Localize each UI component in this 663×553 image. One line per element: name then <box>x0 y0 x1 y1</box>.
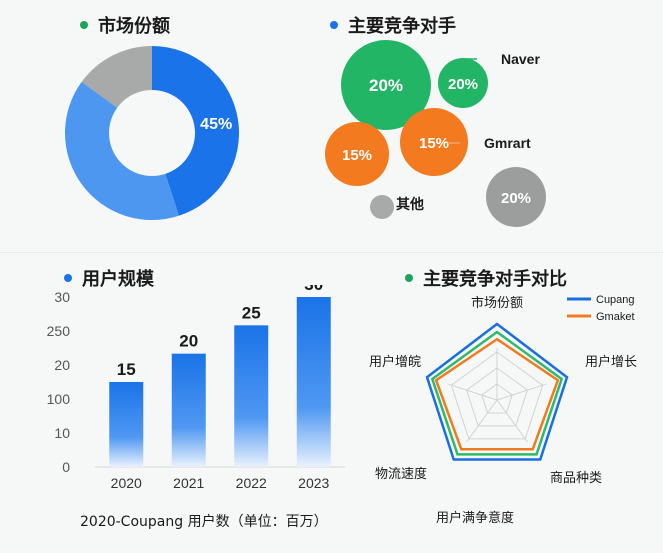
y-tick-label: 30 <box>54 289 70 305</box>
competitors-title: 主要竞争对手 <box>348 16 456 37</box>
bar-2020 <box>109 382 144 467</box>
competitor-bubble-4 <box>370 195 394 219</box>
market-share-title: 市场份额 <box>98 16 170 37</box>
x-tick-label: 2022 <box>236 475 267 491</box>
comparison-title: 主要竞争对手对比 <box>423 269 567 290</box>
competitors-heading: 主要竞争对手 <box>330 12 456 38</box>
radar-series-Gmaket <box>434 337 560 451</box>
user-scale-title: 用户规模 <box>82 269 154 290</box>
bar-2021 <box>171 353 206 467</box>
competitor-bubble-3 <box>400 108 468 176</box>
radar-axis-label: 用户增长 <box>585 354 637 369</box>
bubble-value-label: 20% <box>369 76 403 95</box>
bar-value-label: 15 <box>117 360 136 379</box>
x-tick-label: 2020 <box>111 475 142 491</box>
y-tick-label: 0 <box>62 459 70 475</box>
radar-spoke <box>466 399 498 443</box>
user-scale-bar-chart: 3025020100100152020202021252022302023 <box>47 285 345 491</box>
radar-grid-ring <box>465 367 529 427</box>
y-tick-label: 20 <box>54 357 70 373</box>
bubble-annotation-label: Gmrart <box>484 135 531 151</box>
y-tick-label: 100 <box>47 391 71 407</box>
radar-grid-ring <box>481 383 513 414</box>
radar-series-unnamed <box>430 330 564 456</box>
bubble-annotation-label: Naver <box>501 51 540 67</box>
radar-spoke <box>496 399 528 443</box>
radar-axis-label: 用户增皖 <box>369 354 421 369</box>
competitor-bubble-0 <box>341 40 431 130</box>
bubble-value-label: 15% <box>342 147 372 164</box>
donut-slice-label: 45% <box>200 116 232 133</box>
donut-slice-2 <box>81 46 152 108</box>
competitor-bubble-1 <box>438 58 488 108</box>
bar-chart-caption: 2020-Coupang 用户数（单位：百万） <box>80 514 328 530</box>
bar-value-label: 20 <box>179 332 198 351</box>
legend-label: Cupang <box>596 294 635 306</box>
donut-slice-0 <box>152 46 239 216</box>
comparison-heading: 主要竞争对手对比 <box>405 265 567 291</box>
radar-axis-label: 市场份额 <box>471 295 523 310</box>
bubble-value-label: 20% <box>448 76 478 93</box>
bar-value-label: 25 <box>242 303 261 322</box>
y-tick-label: 250 <box>47 323 71 339</box>
blue-bullet-icon <box>64 274 72 282</box>
green-bullet-icon <box>405 274 413 282</box>
radar-series-Cupang <box>425 322 569 461</box>
x-tick-label: 2023 <box>298 475 329 491</box>
radar-grid-ring <box>450 351 544 440</box>
market-share-heading: 市场份额 <box>80 12 170 38</box>
radar-spoke <box>447 383 498 401</box>
competitor-bubble-2 <box>325 122 389 186</box>
y-tick-label: 10 <box>54 425 70 441</box>
donut-slice-1 <box>65 81 179 221</box>
bubble-value-label: 15% <box>419 135 449 152</box>
bubble-value-label: 20% <box>501 190 531 207</box>
horizontal-divider <box>0 252 663 253</box>
bar-2022 <box>234 325 269 467</box>
bubble-annotation-label: 其他 <box>396 196 424 212</box>
competitor-bubble-5 <box>486 167 546 227</box>
market-share-donut: 45% <box>65 46 239 221</box>
bar-2023 <box>296 297 331 467</box>
legend-label: Gmaket <box>596 311 635 323</box>
radar-axis-label: 商品种类 <box>550 470 602 485</box>
blue-bullet-icon <box>330 21 338 29</box>
radar-axis-label: 用户满争意度 <box>436 510 514 525</box>
competitor-bubbles: 20% 20% 15% 15% 20% Naver Gmrart 其他 <box>325 40 546 227</box>
user-scale-heading: 用户规模 <box>64 265 154 291</box>
radar-axis-label: 物流速度 <box>375 466 427 481</box>
radar-spoke <box>496 383 547 401</box>
bar-value-label: 30 <box>304 285 323 294</box>
x-tick-label: 2021 <box>173 475 204 491</box>
green-bullet-icon <box>80 21 88 29</box>
